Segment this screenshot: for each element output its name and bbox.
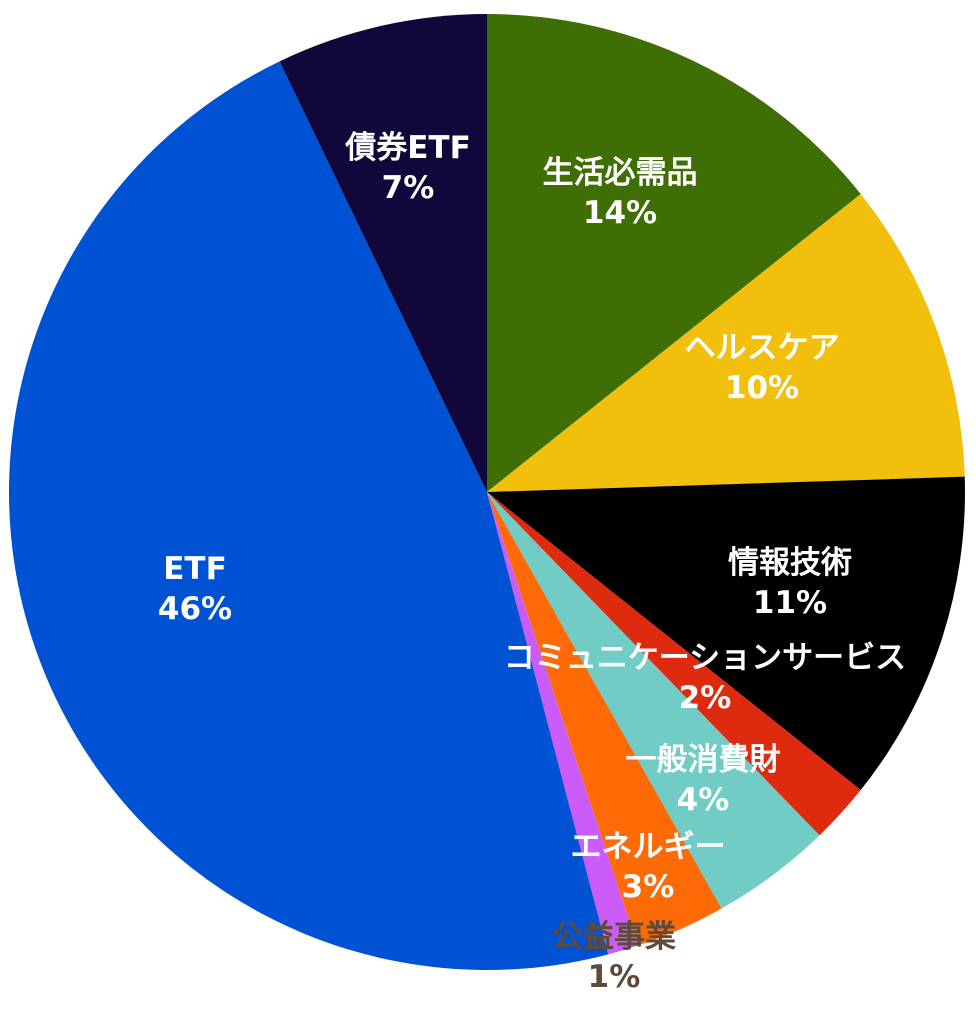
pie-slice [487,492,638,955]
slice-label: ヘルスケア [685,330,840,366]
pie-slice [487,492,722,946]
pie-slice [487,476,965,791]
slice-label: コミュニケーションサービス [504,640,906,676]
slice-value-label: 3% [622,869,675,905]
pie-slice [487,14,861,492]
slice-value-label: 4% [677,782,730,818]
slice-label: エネルギー [571,829,726,865]
pie-slice [279,14,487,492]
slice-label: 生活必需品 [543,155,698,191]
pie-slice [8,61,609,971]
slice-value-label: 10% [725,370,799,406]
slice-label: 一般消費財 [626,742,781,778]
pie-slices [8,14,965,971]
pie-slice [487,193,965,492]
slice-label: 公益事業 [552,919,676,955]
slice-value-label: 46% [158,591,232,627]
slice-value-label: 11% [753,585,827,621]
slice-label: 情報技術 [728,545,852,581]
slice-value-label: 7% [382,170,435,206]
slice-value-label: 14% [583,195,657,231]
slice-label: 債券ETF [344,130,471,166]
slice-value-label: 1% [588,959,641,995]
slice-label: ETF [163,551,227,587]
pie-slice [487,492,820,909]
pie-slice [487,492,861,836]
slice-value-label: 2% [679,680,732,716]
pie-labels: 生活必需品 14% ヘルスケア 10% 情報技術 11% コミュニケーションサービス 2% 一般… [158,130,906,995]
